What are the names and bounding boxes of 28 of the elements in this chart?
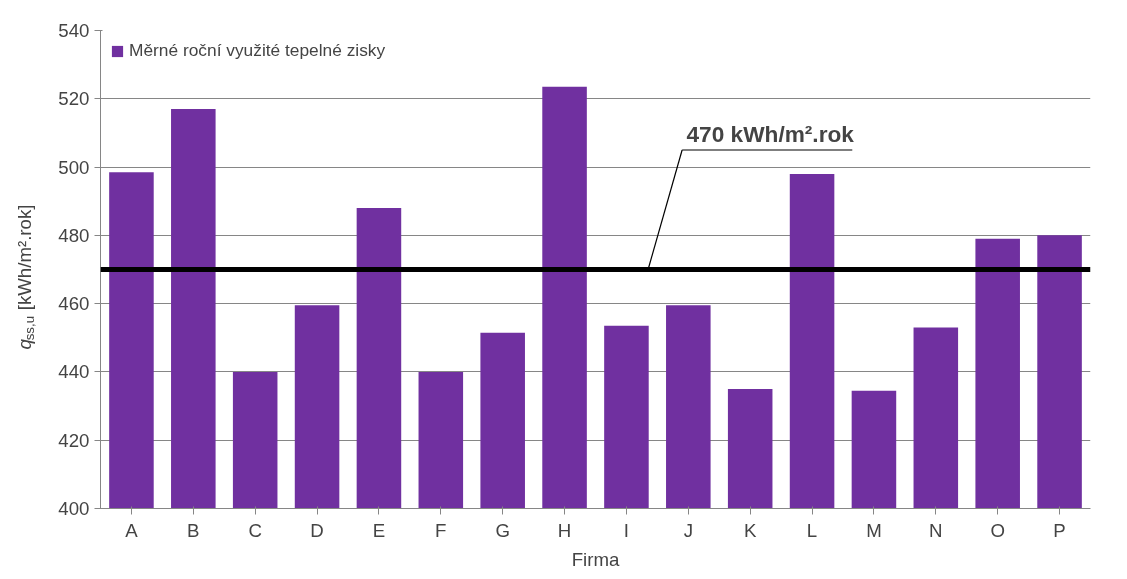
x-tick-label: D (310, 519, 324, 541)
y-axis-title: qss,u [kWh/m².rok] (14, 204, 37, 350)
x-tick-label: N (929, 519, 943, 541)
x-tick-label: A (125, 519, 139, 541)
x-tick-label: M (866, 519, 882, 541)
x-tick-label: L (806, 519, 818, 541)
y-tick-label: 440 (58, 361, 90, 383)
y-tick-label: 420 (58, 429, 90, 451)
y-tick-label: 460 (58, 293, 90, 315)
x-axis-title: Firma (571, 548, 620, 570)
x-tick-label: B (187, 519, 200, 541)
y-tick-label: 400 (58, 498, 90, 519)
y-tick-label: 500 (58, 156, 90, 178)
y-tick-label: 480 (58, 224, 90, 246)
x-tick-label: F (435, 519, 447, 541)
y-tick-label: 520 (58, 88, 90, 110)
x-tick-label: H (557, 519, 572, 541)
legend-label: Měrné roční využité tepelné zisky (129, 40, 386, 61)
x-tick-label: E (372, 519, 386, 541)
y-tick-label: 540 (58, 20, 90, 41)
x-tick-label: C (248, 519, 262, 541)
x-tick-label: O (990, 519, 1005, 541)
x-tick-label: G (495, 519, 510, 541)
x-tick-label: J (683, 519, 693, 541)
x-tick-label: I (623, 519, 630, 541)
x-tick-label: P (1053, 519, 1066, 541)
ref-line-label: 470 kWh/m².rok (686, 120, 855, 147)
x-tick-label: K (743, 519, 757, 541)
